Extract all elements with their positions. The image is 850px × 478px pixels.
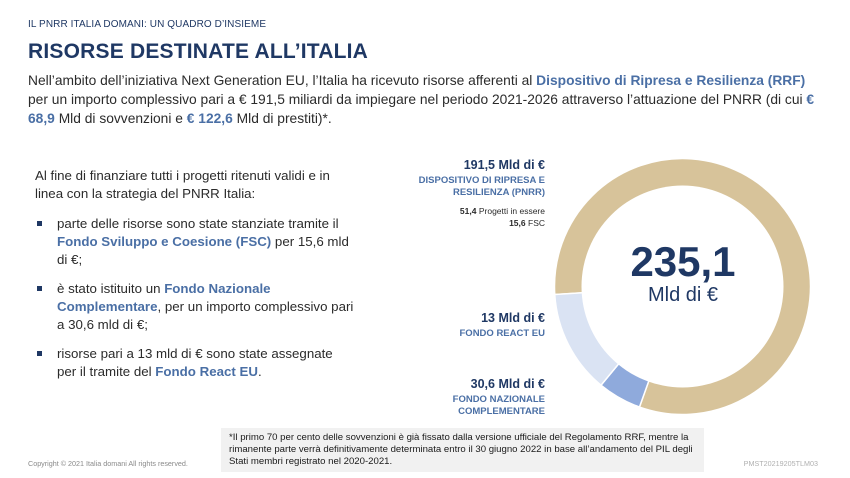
bullet-react-text-a: risorse pari a 13 mld di € sono state as… [57, 346, 333, 379]
progetti-text: Progetti in essere [478, 206, 545, 216]
document-code: PMST20219205TLM03 [743, 459, 818, 468]
intro-paragraph: Nell’ambito dell’iniziativa Next Generat… [28, 71, 828, 128]
label-react-name: FONDO REACT EU [459, 328, 546, 339]
intro-highlight-loans: € 122,6 [186, 111, 233, 126]
label-fnc-name: FONDO NAZIONALE COMPLEMENTARE [452, 394, 545, 417]
label-rrf-amount: 191,5 Mld di € [463, 158, 545, 172]
section-kicker: IL PNRR ITALIA DOMANI: UN QUADRO D’INSIE… [28, 19, 267, 30]
funding-explanation: Al fine di finanziare tutti i progetti r… [35, 167, 355, 392]
bullet-fnc-text-a: è stato istituito un [57, 281, 165, 296]
label-fnc: 30,6 Mld di € FONDO NAZIONALE COMPLEMENT… [365, 377, 545, 418]
funding-bullet-list: parte delle risorse sono state stanziate… [35, 215, 355, 381]
intro-text-2: per un importo complessivo pari a € 191,… [28, 92, 807, 107]
footnote: *Il primo 70 per cento delle sovvenzioni… [221, 428, 704, 472]
bullet-fsc-text-b: per 15,6 mld di €; [57, 234, 349, 267]
bullet-react: risorse pari a 13 mld di € sono state as… [35, 345, 355, 381]
bullet-fnc-highlight: Fondo Nazionale Complementare [57, 281, 271, 314]
label-rrf-fsc: 15,6 FSC [365, 217, 545, 229]
bullet-fsc: parte delle risorse sono state stanziate… [35, 215, 355, 269]
donut-total-unit: Mld di € [647, 284, 719, 306]
intro-highlight-grants: € 68,9 [28, 92, 815, 126]
bullet-fnc-text-b: , per un importo complessivo pari a 30,6… [57, 299, 354, 332]
funding-lead: Al fine di finanziare tutti i progetti r… [35, 168, 330, 201]
label-react: 13 Mld di € FONDO REACT EU [365, 311, 546, 340]
progetti-value: 51,4 [459, 206, 477, 216]
bullet-fnc: è stato istituito un Fondo Nazionale Com… [35, 280, 355, 334]
label-rrf-progetti: 51,4 Progetti in essere [365, 205, 545, 217]
label-react-amount: 13 Mld di € [481, 311, 545, 325]
bullet-square-icon [37, 221, 42, 226]
label-rrf-name: DISPOSITIVO DI RIPRESA E RESILIENZA (PNR… [418, 175, 545, 198]
label-rrf: 191,5 Mld di € DISPOSITIVO DI RIPRESA E … [365, 158, 545, 229]
copyright: Copyright © 2021 Italia domani All right… [28, 459, 188, 468]
intro-highlight-rrf: Dispositivo di Ripresa e Resilienza (RRF… [536, 73, 806, 88]
page-title: RISORSE DESTINATE ALL’ITALIA [28, 40, 369, 63]
label-fnc-amount: 30,6 Mld di € [470, 377, 545, 391]
intro-text-4: Mld di prestiti)*. [232, 111, 332, 126]
donut-center-label: 235,1 Mld di € [563, 238, 803, 307]
bullet-react-highlight: Fondo React EU [155, 364, 258, 379]
bullet-square-icon [37, 286, 42, 291]
resources-donut-chart [553, 157, 812, 416]
fsc-value: 15,6 [509, 218, 526, 228]
bullet-square-icon [37, 351, 42, 356]
intro-text-1: Nell’ambito dell’iniziativa Next Generat… [28, 73, 537, 88]
bullet-react-text-b: . [257, 364, 262, 379]
bullet-fsc-text-a: parte delle risorse sono state stanziate… [57, 216, 339, 231]
intro-text-3: Mld di sovvenzioni e [54, 111, 187, 126]
fsc-text: FSC [528, 218, 545, 228]
donut-total-value: 235,1 [630, 238, 736, 285]
donut-hole [581, 185, 784, 388]
bullet-fsc-highlight: Fondo Sviluppo e Coesione (FSC) [57, 234, 272, 249]
